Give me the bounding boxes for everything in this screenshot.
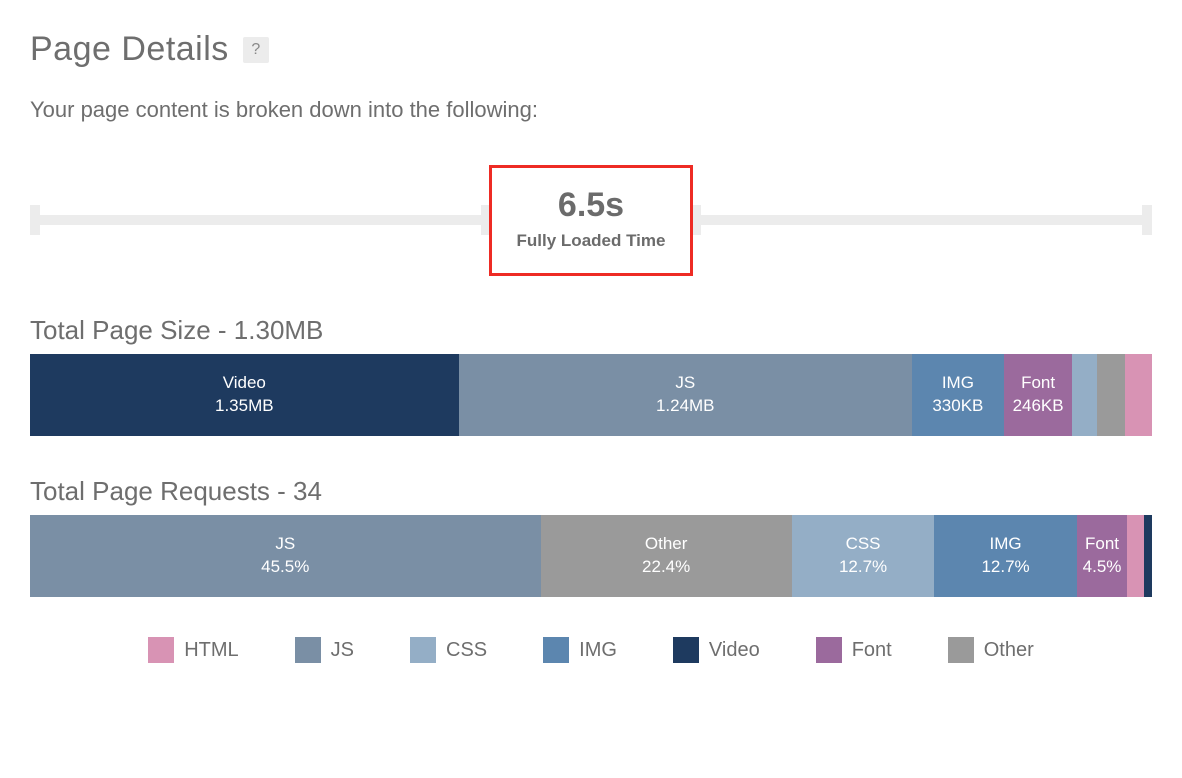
legend-item-img[interactable]: IMG [543,637,617,663]
legend-item-css[interactable]: CSS [410,637,487,663]
page-title: Page Details [30,30,229,69]
legend-swatch [148,637,174,663]
segment-label: IMG [942,372,974,395]
fully-loaded-value: 6.5s [500,186,682,225]
page-requests-heading-value: 34 [293,476,322,506]
segment-js[interactable]: JS45.5% [30,515,541,597]
legend-label: JS [331,639,354,662]
fully-loaded-label: Fully Loaded Time [500,231,682,251]
timeline-rail-right [691,215,1152,225]
legend-item-video[interactable]: Video [673,637,760,663]
page-size-heading-prefix: Total Page Size - [30,315,227,345]
legend-swatch [543,637,569,663]
segment-font[interactable]: Font246KB [1004,354,1072,436]
fully-loaded-row: 6.5s Fully Loaded Time [30,155,1152,285]
segment-label: Video [223,372,266,395]
segment-value: 330KB [932,395,983,418]
segment-label: IMG [989,533,1021,556]
segment-video[interactable] [1144,515,1152,597]
section-heading-page-requests: Total Page Requests - 34 [30,476,1152,507]
timeline-rail-left [30,215,491,225]
segment-value: 246KB [1013,395,1064,418]
segment-label: Other [645,533,688,556]
segment-css[interactable] [1072,354,1097,436]
legend-item-js[interactable]: JS [295,637,354,663]
legend-item-html[interactable]: HTML [148,637,238,663]
legend-label: Other [984,639,1034,662]
page-title-row: Page Details ? [30,30,1152,69]
page-size-heading-value: 1.30MB [234,315,324,345]
page-requests-heading-prefix: Total Page Requests - [30,476,286,506]
legend: HTML JS CSS IMG Video Font Other [30,637,1152,663]
segment-img[interactable]: IMG12.7% [934,515,1076,597]
segment-value: 12.7% [839,556,887,579]
segment-html[interactable] [1125,354,1152,436]
page-requests-bar: JS45.5%Other22.4%CSS12.7%IMG12.7%Font4.5… [30,515,1152,597]
segment-img[interactable]: IMG330KB [912,354,1004,436]
segment-label: Font [1021,372,1055,395]
segment-js[interactable]: JS1.24MB [459,354,912,436]
page-size-bar: Video1.35MBJS1.24MBIMG330KBFont246KB [30,354,1152,436]
legend-swatch [816,637,842,663]
segment-label: JS [675,372,695,395]
section-heading-page-size: Total Page Size - 1.30MB [30,315,1152,346]
segment-value: 1.35MB [215,395,274,418]
legend-label: Video [709,639,760,662]
segment-other[interactable]: Other22.4% [541,515,792,597]
legend-item-font[interactable]: Font [816,637,892,663]
help-icon[interactable]: ? [243,37,269,63]
segment-value: 4.5% [1083,556,1122,579]
fully-loaded-box: 6.5s Fully Loaded Time [489,165,693,276]
page-subtitle: Your page content is broken down into th… [30,97,1152,123]
segment-other[interactable] [1097,354,1125,436]
legend-label: IMG [579,639,617,662]
segment-font[interactable]: Font4.5% [1077,515,1127,597]
legend-swatch [410,637,436,663]
segment-label: JS [275,533,295,556]
segment-label: Font [1085,533,1119,556]
segment-value: 22.4% [642,556,690,579]
legend-label: CSS [446,639,487,662]
segment-value: 1.24MB [656,395,715,418]
segment-video[interactable]: Video1.35MB [30,354,459,436]
segment-html[interactable] [1127,515,1144,597]
segment-css[interactable]: CSS12.7% [792,515,934,597]
legend-swatch [948,637,974,663]
segment-value: 45.5% [261,556,309,579]
legend-label: HTML [184,639,238,662]
legend-label: Font [852,639,892,662]
legend-swatch [673,637,699,663]
legend-swatch [295,637,321,663]
segment-label: CSS [846,533,881,556]
legend-item-other[interactable]: Other [948,637,1034,663]
segment-value: 12.7% [981,556,1029,579]
